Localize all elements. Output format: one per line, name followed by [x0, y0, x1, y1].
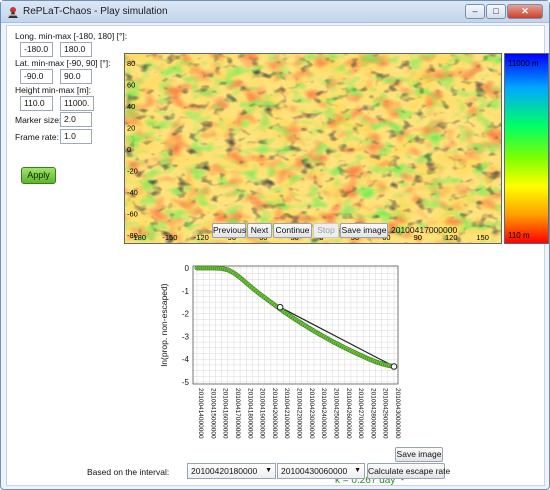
longitude-max-input[interactable]: 180.0 [60, 42, 92, 57]
interval-end-value: 20100430060000 [281, 466, 348, 476]
interval-end-select[interactable]: 20100430060000 ▼ [277, 463, 365, 479]
continue-button[interactable]: Continue [273, 223, 312, 238]
save-chart-image-button[interactable]: Save image [395, 447, 443, 462]
calculate-escape-rate-button[interactable]: Calculate escape rate [367, 463, 450, 479]
stop-button[interactable]: Stop [313, 223, 339, 238]
chevron-down-icon: ▼ [354, 467, 361, 474]
map-lat-tick: 80 [127, 59, 135, 68]
latitude-max-input[interactable]: 90.0 [60, 69, 92, 84]
x-tick-label: 20100422000000 [296, 388, 303, 439]
frame-rate-label: Frame rate: [15, 132, 59, 142]
particle-scatter: -180-150-120-90-60-300306090120150 80604… [125, 54, 501, 243]
map-lat-tick: 20 [127, 124, 135, 133]
previous-button[interactable]: Previous [212, 223, 246, 238]
trajectory-map: -180-150-120-90-60-300306090120150 80604… [124, 53, 502, 244]
minimize-button[interactable]: – [465, 4, 485, 19]
next-button[interactable]: Next [247, 223, 272, 238]
x-tick-label: 20100423000000 [308, 388, 315, 439]
x-tick-label: 20100425000000 [332, 388, 339, 439]
title-bar: RePLaT-Chaos - Play simulation – □ ✕ [1, 1, 549, 23]
colorbar-min-label: 110 m [508, 231, 530, 240]
y-tick-label: -4 [182, 355, 190, 364]
marker-size-label: Marker size: [15, 115, 62, 125]
y-axis-label: ln(prop. non-escaped) [159, 283, 169, 366]
map-lat-tick: -20 [127, 167, 138, 176]
longitude-label: Long. min-max [-180, 180] [°]: [15, 31, 128, 41]
escape-rate-value: κ = 0.267 day⁻¹ [335, 475, 404, 486]
maximize-button[interactable]: □ [486, 4, 506, 19]
x-tick-label: 20100421000000 [283, 388, 290, 439]
height-min-input[interactable]: 110.0 [20, 96, 53, 111]
x-tick-label: 20100420000000 [271, 388, 278, 439]
map-lon-tick: 150 [476, 233, 489, 242]
longitude-min-input[interactable]: -180.0 [20, 42, 53, 57]
fit-end-marker [390, 363, 398, 370]
y-tick-label: -5 [182, 378, 190, 387]
map-lon-tick: 120 [445, 233, 458, 242]
x-tick-label: 20100416000000 [222, 388, 229, 439]
frame-rate-input[interactable]: 1.0 [60, 129, 92, 144]
interval-start-value: 20100420180000 [191, 466, 258, 476]
close-button[interactable]: ✕ [507, 4, 543, 19]
marker-size-input[interactable]: 2.0 [60, 112, 92, 127]
y-tick-label: -3 [182, 332, 190, 341]
map-lat-tick: -60 [127, 210, 138, 219]
chevron-down-icon: ▼ [265, 467, 272, 474]
map-lon-tick: -150 [162, 233, 177, 242]
x-tick-label: 20100414000000 [197, 388, 204, 439]
app-logo-icon [8, 7, 18, 18]
x-tick-label: 20100428000000 [369, 388, 376, 439]
escape-rate-chart: 0 -1 -2 -3 -4 -5 20100414000000 20100415000000… [159, 264, 401, 472]
x-tick-label: 20100419000000 [259, 388, 266, 439]
client-area: Long. min-max [-180, 180] [°]: -180.0 18… [6, 25, 549, 486]
fit-line [279, 306, 395, 368]
x-tick-label: 20100426000000 [345, 388, 352, 439]
colorbar-max-label: 11000 m [508, 59, 539, 68]
map-lat-tick: -80 [127, 231, 138, 240]
map-lon-tick: 90 [414, 233, 422, 242]
y-tick-label: -1 [182, 287, 190, 296]
map-lat-tick: 40 [127, 102, 135, 111]
latitude-min-input[interactable]: -90.0 [20, 69, 53, 84]
plot-frame [192, 265, 399, 385]
y-tick-label: -2 [182, 310, 190, 319]
interval-start-select[interactable]: 20100420180000 ▼ [187, 463, 276, 479]
map-lon-tick: -180 [131, 233, 146, 242]
height-label: Height min-max [m]: [15, 85, 92, 95]
x-tick-label: 20100427000000 [357, 388, 364, 439]
save-map-image-button[interactable]: Save image [340, 223, 388, 238]
map-lat-tick: 0 [127, 145, 131, 154]
window-title: RePLaT-Chaos - Play simulation [23, 6, 168, 17]
interval-label: Based on the interval: [87, 467, 170, 477]
x-tick-label: 20100424000000 [320, 388, 327, 439]
x-tick-label: 20100429000000 [382, 388, 389, 439]
height-colorbar: 11000 m 110 m [504, 53, 549, 244]
y-tick-label: 0 [185, 264, 190, 273]
fit-start-marker [276, 303, 284, 311]
apply-button[interactable]: Apply [21, 167, 56, 184]
height-max-input[interactable]: 11000. [60, 96, 94, 111]
map-lon-tick: -120 [194, 233, 209, 242]
latitude-label: Lat. min-max [-90, 90] [°]: [15, 58, 111, 68]
x-tick-label: 20100415000000 [209, 388, 216, 439]
x-tick-label: 20100418000000 [246, 388, 253, 439]
x-tick-label: 20100417000000 [234, 388, 241, 439]
map-lat-tick: 60 [127, 81, 135, 90]
timestamp-label: 20100417000000 [391, 225, 458, 235]
map-lat-tick: -40 [127, 188, 138, 197]
x-tick-label: 20100430000000 [394, 388, 401, 439]
